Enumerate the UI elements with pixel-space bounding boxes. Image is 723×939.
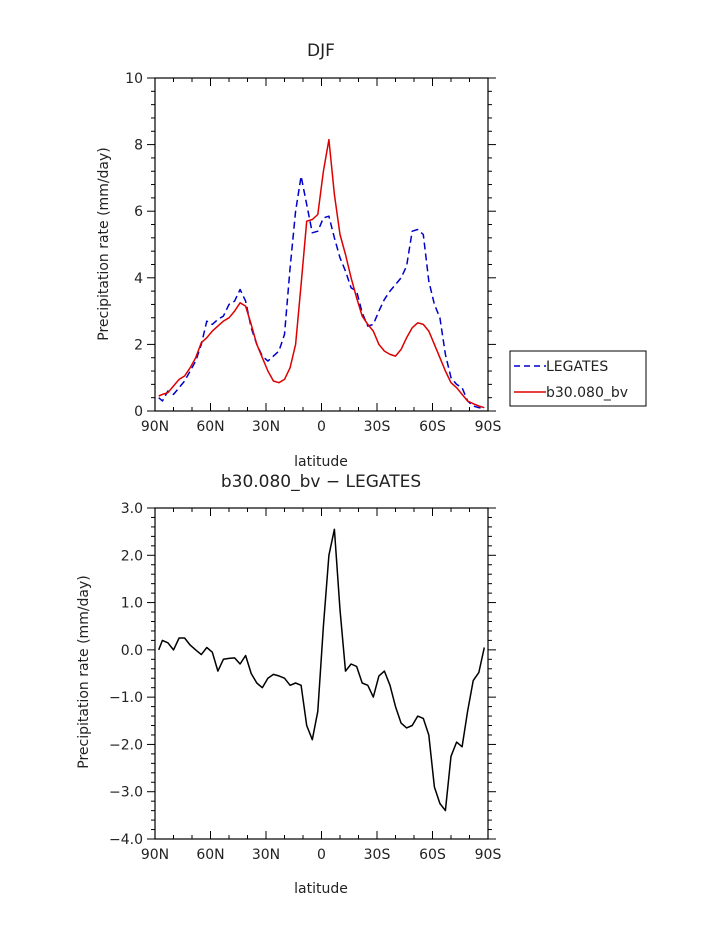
x-tick-label: 0	[317, 419, 326, 435]
x-ticks: 90N 60N 30N 0 30S 60S 90S	[141, 508, 502, 863]
x-tick-label: 90S	[475, 419, 502, 435]
series-line-legates	[158, 175, 485, 409]
chart-title: b30.080_bv − LEGATES	[221, 472, 421, 492]
plot-frame	[154, 507, 489, 840]
panel-djf: DJF 90N 60N 30N 0 30S 60S 90S 0 2 4 6 8 10 latitude…	[96, 41, 647, 470]
x-ticks: 90N 60N 30N 0 30S 60S 90S	[141, 78, 502, 435]
x-axis-label: latitude	[294, 881, 348, 897]
y-tick-label: 0.0	[121, 643, 143, 659]
y-tick-label: 1.0	[121, 596, 143, 612]
legend-label-b30: b30.080_bv	[546, 385, 628, 401]
y-tick-label: 10	[125, 71, 143, 87]
chart-title: DJF	[307, 41, 335, 61]
y-tick-label: −3.0	[109, 785, 143, 801]
x-tick-label: 60N	[196, 419, 224, 435]
x-tick-label: 90S	[475, 847, 502, 863]
y-ticks: 0 2 4 6 8 10	[125, 71, 496, 420]
y-tick-label: 4	[134, 271, 143, 287]
y-tick-label: 0	[134, 404, 143, 420]
legend-label-legates: LEGATES	[546, 359, 608, 375]
series-layer	[158, 528, 486, 812]
y-ticks: −4.0 −3.0 −2.0 −1.0 0.0 1.0 2.0 3.0	[109, 501, 496, 848]
x-axis-label: latitude	[294, 454, 348, 470]
x-tick-label: 60N	[196, 847, 224, 863]
x-tick-label: 30N	[252, 419, 280, 435]
series-layer	[158, 138, 485, 409]
x-tick-label: 30N	[252, 847, 280, 863]
x-tick-label: 30S	[364, 419, 391, 435]
y-axis-label: Precipitation rate (mm/day)	[96, 147, 112, 341]
y-tick-label: 3.0	[121, 501, 143, 517]
y-tick-label: 8	[134, 138, 143, 154]
series-line-difference	[158, 528, 486, 812]
legend-box	[509, 350, 647, 407]
y-tick-label: −1.0	[109, 690, 143, 706]
x-tick-label: 0	[317, 847, 326, 863]
x-tick-label: 60S	[419, 847, 446, 863]
y-tick-label: −2.0	[109, 737, 143, 753]
y-tick-label: 2	[134, 337, 143, 353]
x-tick-label: 90N	[141, 419, 169, 435]
x-tick-label: 60S	[419, 419, 446, 435]
y-tick-label: 6	[134, 204, 143, 220]
plot-frame	[154, 77, 489, 412]
series-line-b30-080-bv	[158, 138, 485, 409]
y-axis-label: Precipitation rate (mm/day)	[76, 575, 92, 769]
legend: LEGATES b30.080_bv	[509, 350, 647, 407]
y-tick-label: 2.0	[121, 548, 143, 564]
x-tick-label: 90N	[141, 847, 169, 863]
panel-difference: b30.080_bv − LEGATES 90N 60N 30N 0 30S 60S 90S…	[76, 472, 501, 897]
y-tick-label: −4.0	[109, 832, 143, 848]
x-tick-label: 30S	[364, 847, 391, 863]
